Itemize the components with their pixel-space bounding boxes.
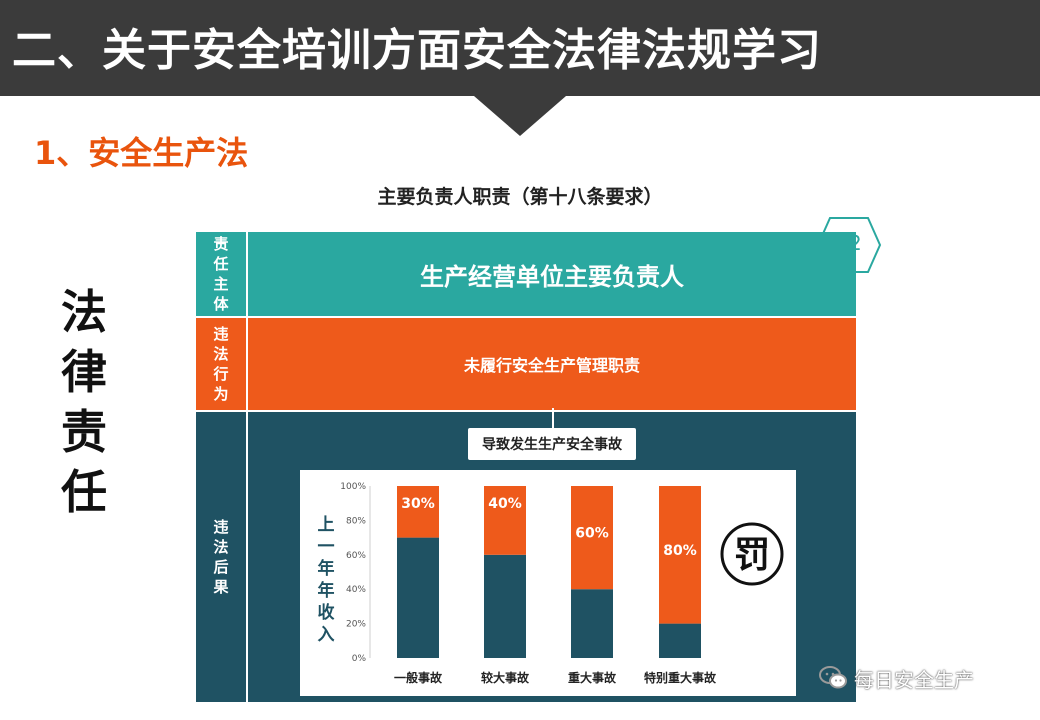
label-char: 行 [213, 365, 229, 383]
responsibility-diagram: 责 任 主 体 生产经营单位主要负责人 违 法 行 为 未履行安全生产管理职责 … [196, 232, 856, 702]
y-axis-label-char: 年 [318, 580, 335, 601]
label-char: 违 [213, 518, 229, 536]
penalty-icon [720, 522, 784, 586]
header-notch [474, 96, 566, 136]
side-char: 责 [61, 405, 107, 459]
section-title: 1、安全生产法 [34, 134, 249, 172]
accident-text: 导致发生生产安全事故 [482, 437, 622, 453]
data-label: 40% [488, 496, 522, 512]
y-axis-label-char: 上 [318, 515, 335, 535]
data-label: 60% [575, 526, 609, 542]
wechat-icon [819, 666, 847, 689]
y-tick-label: 100% [340, 482, 366, 492]
category-label: 一般事故 [394, 670, 443, 685]
footer-text: 每日安全生产 [854, 667, 974, 692]
label-char: 任 [213, 255, 229, 273]
label-char: 主 [213, 275, 229, 293]
label-char: 后 [213, 558, 229, 576]
y-tick-label: 80% [346, 516, 366, 526]
bar-segment [397, 537, 439, 658]
diagram-subtitle: 主要负责人职责（第十八条要求） [377, 186, 663, 208]
bar-segment [571, 486, 613, 590]
bar-segment [397, 486, 439, 538]
y-axis-label-char: 年 [318, 558, 335, 579]
penalty-icon-text: 罚 [734, 535, 770, 576]
data-label: 80% [663, 543, 697, 559]
bar-segment [659, 486, 701, 624]
category-label: 重大事故 [568, 670, 617, 685]
row-label-behavior: 违 法 行 为 [196, 318, 246, 410]
page-title: 二、关于安全培训方面安全法律法规学习 [12, 25, 822, 76]
penalty-chart-svg: 0%20%40%60%80%100%上一年年收入30%一般事故40%较大事故60… [318, 482, 784, 685]
side-char: 律 [61, 345, 107, 399]
y-axis-label-char: 一 [318, 537, 335, 557]
data-label: 30% [401, 496, 435, 512]
bar-segment [659, 623, 701, 658]
y-tick-label: 0% [352, 654, 367, 664]
y-tick-label: 60% [346, 551, 366, 561]
category-label: 特别重大事故 [644, 670, 717, 685]
y-axis-label-char: 收 [318, 602, 335, 623]
y-tick-label: 40% [346, 585, 366, 595]
label-char: 果 [213, 578, 229, 596]
y-axis-label-char: 入 [318, 625, 335, 645]
responsible-subject-text: 生产经营单位主要负责人 [420, 262, 684, 291]
label-char: 责 [213, 235, 229, 253]
label-char: 法 [213, 538, 229, 556]
label-char: 法 [213, 345, 229, 363]
side-char: 任 [61, 465, 107, 519]
side-char: 法 [61, 285, 107, 339]
row-label-subject: 责 任 主 体 [196, 232, 246, 316]
accident-box: 导致发生生产安全事故 [468, 428, 636, 460]
bar-segment [571, 589, 613, 658]
footer-brand: 每日安全生产 [818, 662, 1038, 694]
label-char: 体 [213, 295, 229, 313]
bar-segment [484, 486, 526, 555]
illegal-behavior-text: 未履行安全生产管理职责 [463, 356, 640, 375]
label-char: 为 [213, 385, 229, 403]
connector-line [552, 408, 554, 438]
category-label: 较大事故 [481, 670, 530, 685]
bar-segment [484, 554, 526, 658]
illegal-behavior: 未履行安全生产管理职责 [248, 318, 856, 410]
label-char: 违 [213, 325, 229, 343]
y-tick-label: 20% [346, 620, 366, 630]
responsible-subject: 生产经营单位主要负责人 [248, 232, 856, 316]
row-label-consequence: 违 法 后 果 [196, 412, 246, 702]
penalty-chart: 0% 20% 40% 60% 80% 100% 上一年年收入 30% 一般事故 40% 较大事故 60… [300, 470, 796, 696]
header-bar: 二、关于安全培训方面安全法律法规学习 [0, 0, 1040, 96]
legal-responsibility-label: 法 律 责 任 [52, 282, 116, 522]
